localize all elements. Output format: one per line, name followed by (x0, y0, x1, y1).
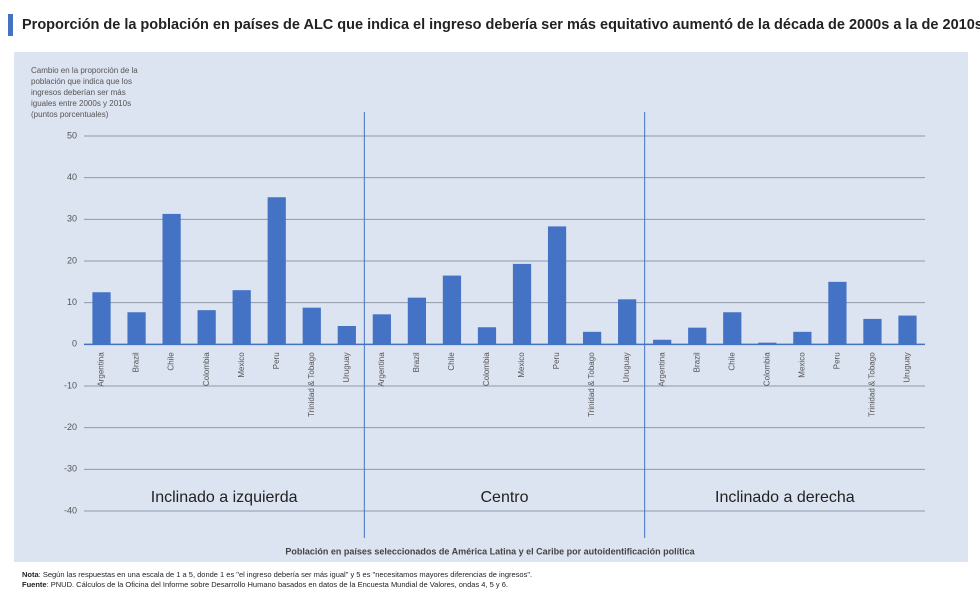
y-tick-label: -40 (64, 505, 77, 515)
note-text: : Según las respuestas en una escala de … (39, 570, 532, 579)
y-tick-label: -10 (64, 380, 77, 390)
y-tick-label: -30 (64, 464, 77, 474)
chart-title: Proporción de la población en países de … (22, 17, 980, 33)
x-tick-label: Argentina (377, 352, 386, 387)
y-axis-title: iguales entre 2000s y 2010s (31, 99, 131, 108)
bar (92, 292, 111, 345)
x-tick-label: Trinidad & Tobago (307, 352, 316, 417)
y-axis-title: ingresos deberían ser más (31, 88, 126, 97)
x-tick-label: Argentina (97, 352, 106, 387)
bar (372, 314, 391, 345)
x-tick-label: Mexico (517, 352, 526, 378)
x-tick-label: Brazil (132, 352, 141, 372)
note-label: Fuente (22, 580, 47, 589)
note-label: Nota (22, 570, 39, 579)
x-tick-label: Brazil (412, 352, 421, 372)
x-axis-title: Población en países seleccionados de Amé… (285, 546, 695, 556)
x-tick-label: Mexico (237, 352, 246, 378)
y-tick-label: 0 (72, 339, 77, 349)
y-axis-title: población que indica que los (31, 77, 132, 86)
group-label: Inclinado a izquierda (151, 489, 298, 506)
y-tick-label: 40 (67, 172, 77, 182)
bar (512, 263, 532, 345)
bar (898, 315, 917, 345)
title-accent (8, 14, 13, 36)
x-tick-label: Peru (552, 352, 561, 369)
note: Fuente: PNUD. Cálculos de la Oficina del… (22, 580, 508, 589)
y-axis-title: (puntos porcentuales) (31, 110, 109, 119)
x-tick-label: Colombia (482, 352, 491, 386)
bar (337, 326, 356, 345)
group-label: Inclinado a derecha (715, 489, 855, 506)
bar (477, 327, 497, 345)
note: Nota: Según las respuestas en una escala… (22, 570, 532, 579)
x-tick-label: Chile (727, 352, 736, 371)
bar (127, 312, 146, 345)
x-tick-label: Chile (167, 352, 176, 371)
bar (863, 318, 882, 345)
x-tick-label: Chile (447, 352, 456, 371)
bar (793, 331, 812, 345)
y-tick-label: -20 (64, 422, 77, 432)
x-tick-label: Uruguay (622, 352, 631, 382)
bar (407, 297, 427, 345)
bar (162, 213, 181, 345)
x-tick-label: Colombia (202, 352, 211, 386)
group-label: Centro (480, 489, 528, 506)
bar (442, 275, 462, 345)
bar (302, 307, 321, 345)
x-tick-label: Peru (833, 352, 842, 369)
x-tick-label: Trinidad & Tobago (587, 352, 596, 417)
x-tick-label: Argentina (657, 352, 666, 387)
bar (267, 197, 286, 345)
note-text: : PNUD. Cálculos de la Oficina del Infor… (47, 580, 508, 589)
bar (547, 226, 567, 345)
y-axis-title: Cambio en la proporción de la (31, 66, 138, 75)
y-tick-label: 50 (67, 130, 77, 140)
x-tick-label: Uruguay (903, 352, 912, 382)
y-tick-label: 30 (67, 214, 77, 224)
bar (197, 310, 216, 345)
y-tick-label: 10 (67, 297, 77, 307)
x-tick-label: Uruguay (342, 352, 351, 382)
x-tick-label: Brazil (692, 352, 701, 372)
bar (582, 331, 602, 345)
x-tick-label: Colombia (762, 352, 771, 386)
bar (232, 290, 251, 345)
y-tick-label: 20 (67, 255, 77, 265)
x-tick-label: Peru (272, 352, 281, 369)
bar (618, 299, 637, 345)
bar (828, 281, 847, 345)
bar (688, 327, 707, 345)
x-tick-label: Trinidad & Tobago (868, 352, 877, 417)
x-tick-label: Mexico (797, 352, 806, 378)
bar (723, 312, 742, 345)
plot-panel (14, 52, 968, 562)
bar (653, 339, 672, 345)
bar (758, 342, 777, 345)
